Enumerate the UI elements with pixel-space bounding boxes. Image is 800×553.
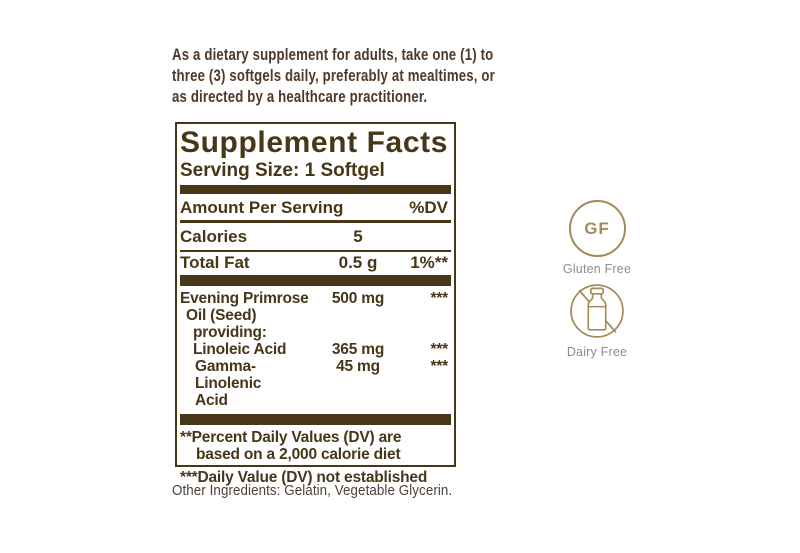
nutrient-dv: ***: [430, 341, 449, 358]
nutrient-name: Oil (Seed): [186, 307, 257, 324]
nutrient-section: Evening Primrose 500 mg *** Oil (Seed) p…: [180, 290, 451, 409]
table-row: Calories 5: [180, 226, 451, 246]
directions-text: As a dietary supplement for adults, take…: [172, 45, 495, 108]
dairy-free-caption: Dairy Free: [566, 345, 628, 359]
directions-line: As a dietary supplement for adults, take…: [172, 46, 494, 64]
nutrient-name: Gamma-Linolenic: [195, 358, 262, 392]
nutrient-amount: 45 mg: [336, 358, 380, 375]
milk-bottle-crossed-icon: [570, 284, 624, 338]
nutrient-amount: 365 mg: [331, 341, 385, 358]
total-fat-label: Total Fat: [180, 253, 250, 272]
footnotes: **Percent Daily Values (DV) are based on…: [180, 429, 451, 486]
amount-per-serving-label: Amount Per Serving: [180, 198, 344, 217]
gluten-free-caption: Gluten Free: [562, 262, 632, 276]
supplement-facts-title: Supplement Facts: [180, 126, 448, 159]
table-row: Gamma-Linolenic 45 mg ***: [180, 358, 451, 392]
footnote-dv-not-established: ***Daily Value (DV) not established: [180, 469, 428, 486]
nutrient-name: providing:: [193, 324, 267, 341]
table-row: Total Fat 0.5 g 1%**: [180, 253, 451, 272]
gluten-free-icon: GF: [568, 200, 626, 257]
nutrient-dv: ***: [430, 290, 449, 307]
divider-rule: [180, 220, 451, 223]
gluten-free-abbr: GF: [584, 218, 610, 238]
total-fat-amount: 0.5 g: [338, 253, 378, 272]
dv-column-label: %DV: [409, 198, 448, 217]
other-ingredients-text: Other Ingredients: Gelatin, Vegetable Gl…: [172, 482, 453, 499]
dairy-free-badge: Dairy Free: [557, 282, 637, 359]
footnote-dv-percent-cont: based on a 2,000 calorie diet: [196, 446, 401, 463]
nutrient-amount: 500 mg: [331, 290, 385, 307]
calories-amount: 5: [353, 226, 363, 246]
supplement-facts-panel: Supplement Facts Serving Size: 1 Softgel…: [175, 122, 456, 486]
divider-bar: [180, 185, 451, 194]
gluten-free-badge: GF Gluten Free: [557, 200, 637, 276]
table-row: Acid: [180, 392, 451, 409]
table-header-row: Amount Per Serving %DV: [180, 199, 451, 216]
table-row: Evening Primrose 500 mg ***: [180, 290, 451, 307]
total-fat-dv: 1%**: [410, 253, 448, 272]
table-row: Linoleic Acid 365 mg ***: [180, 341, 451, 358]
directions-line: three (3) softgels daily, preferably at …: [172, 67, 495, 85]
nutrient-name: Evening Primrose: [180, 290, 309, 307]
divider-bar: [180, 414, 451, 425]
divider-bar: [180, 275, 451, 286]
table-row: Oil (Seed): [180, 307, 451, 324]
footnote-dv-percent: **Percent Daily Values (DV) are: [180, 429, 402, 446]
nutrient-dv: ***: [430, 358, 449, 375]
serving-size: Serving Size: 1 Softgel: [180, 160, 385, 181]
table-row: providing:: [180, 324, 451, 341]
nutrient-name: Acid: [195, 392, 228, 409]
divider-rule: [180, 249, 451, 252]
nutrient-name: Linoleic Acid: [193, 341, 287, 358]
calories-label: Calories: [180, 226, 248, 246]
directions-line: as directed by a healthcare practitioner…: [172, 88, 428, 106]
